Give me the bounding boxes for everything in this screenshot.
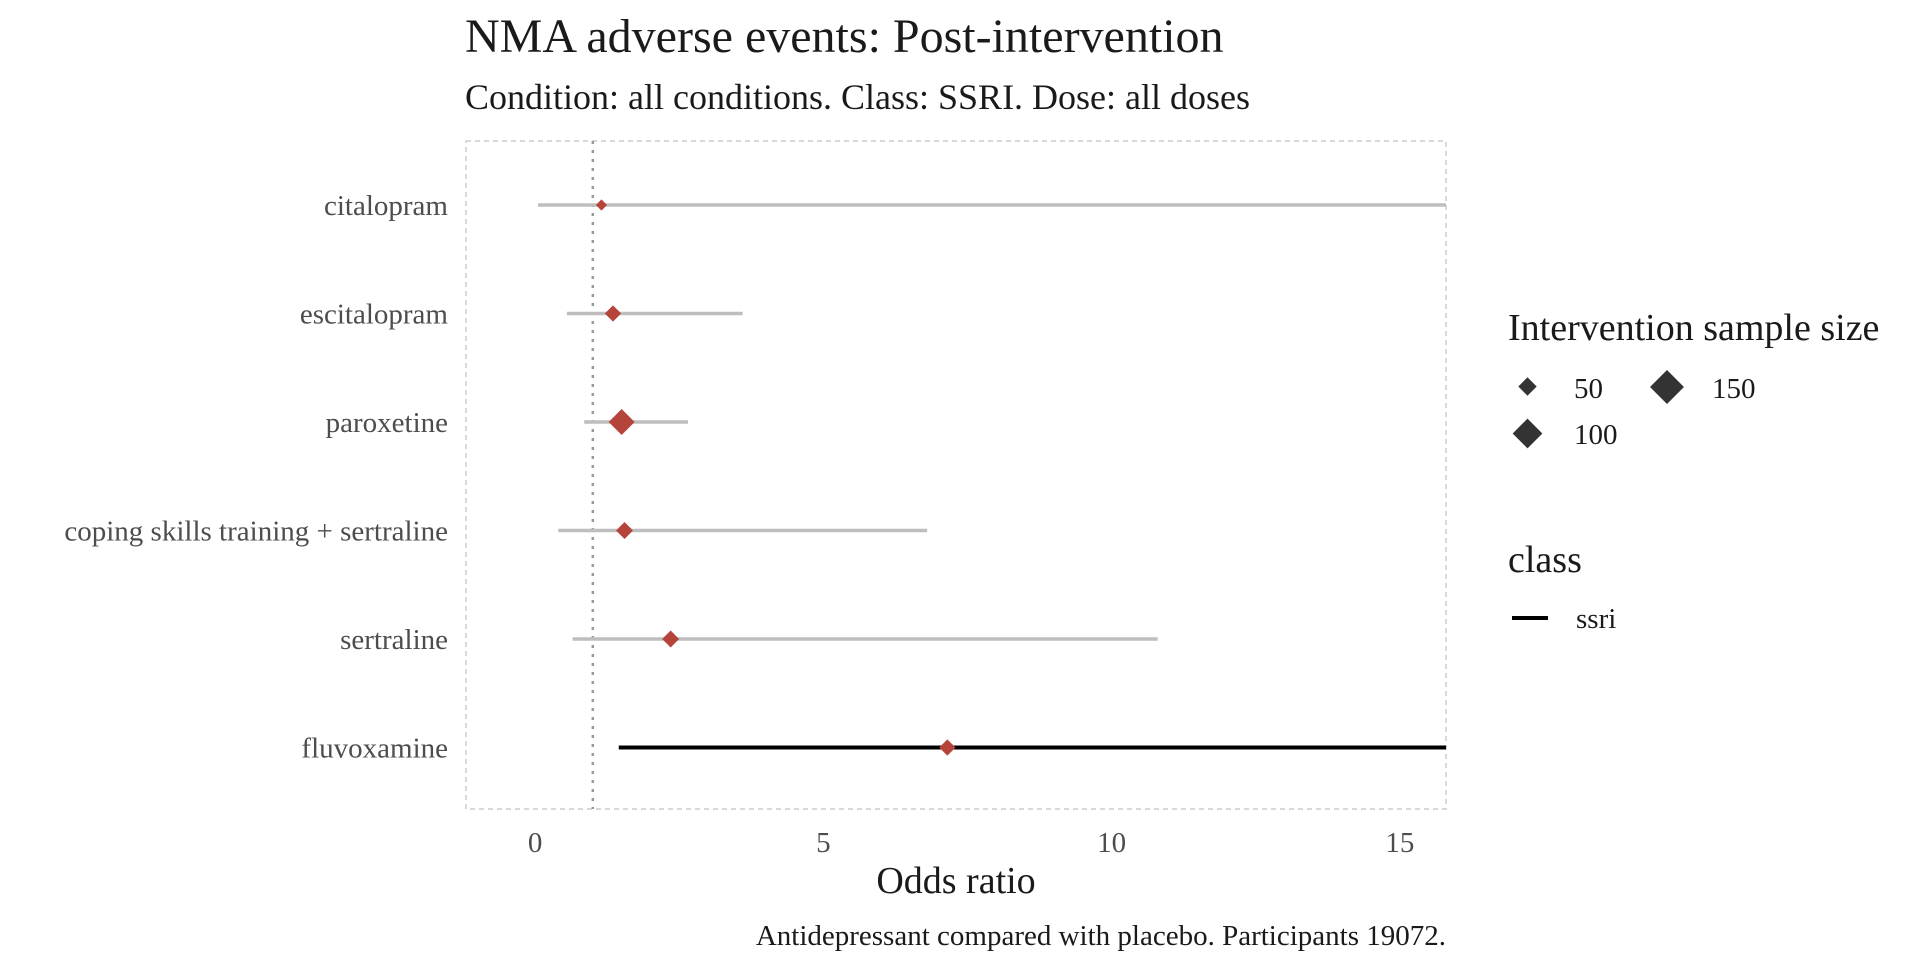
chart-caption: Antidepressant compared with placebo. Pa…: [756, 920, 1446, 952]
point-fluvoxamine: [939, 739, 956, 756]
legend-size-key-100: [1512, 418, 1543, 449]
x-tick-0: 0: [528, 827, 543, 859]
point-escitalopram: [604, 305, 622, 322]
row-label-fluvoxamine: fluvoxamine: [301, 733, 448, 765]
row-label-escitalopram: escitalopram: [300, 299, 449, 331]
x-axis-title: Odds ratio: [876, 860, 1035, 902]
row-paroxetine: paroxetine: [326, 407, 688, 439]
row-escitalopram: escitalopram: [300, 299, 743, 331]
legend-size-key-50: [1518, 377, 1537, 396]
legend: Intervention sample size 50 100 150 clas…: [1508, 307, 1879, 635]
point-sertraline: [662, 630, 680, 648]
row-fluvoxamine: fluvoxamine: [301, 733, 1446, 765]
point-citalopram: [595, 199, 608, 211]
panel-border: [465, 140, 1447, 810]
plot-rows: citalopram escitalopram paroxetine coping s…: [64, 190, 1446, 765]
row-label-citalopram: citalopram: [324, 190, 448, 222]
point-coping-skills-training-sertraline: [616, 522, 634, 539]
row-coping-skills-training-sertraline: coping skills training + sertraline: [64, 516, 928, 548]
row-label-sertraline: sertraline: [340, 624, 448, 656]
chart-subtitle: Condition: all conditions. Class: SSRI. …: [465, 77, 1250, 117]
x-axis-ticks: 0 5 10 15: [528, 827, 1414, 859]
chart-title: NMA adverse events: Post-intervention: [465, 10, 1224, 63]
row-label-coping-skills-training-sertraline: coping skills training + sertraline: [64, 516, 448, 548]
x-tick-15: 15: [1385, 827, 1414, 859]
row-citalopram: citalopram: [324, 190, 1446, 222]
point-paroxetine: [608, 408, 635, 435]
legend-size-title: Intervention sample size: [1508, 307, 1879, 349]
legend-class-title: class: [1508, 539, 1582, 581]
legend-size-label-150: 150: [1712, 373, 1756, 405]
x-tick-10: 10: [1097, 827, 1126, 859]
legend-size-label-50: 50: [1574, 373, 1603, 405]
legend-size-key-150: [1650, 370, 1684, 404]
row-label-paroxetine: paroxetine: [326, 407, 448, 439]
x-tick-5: 5: [816, 827, 831, 859]
legend-size-label-100: 100: [1574, 419, 1618, 451]
row-sertraline: sertraline: [340, 624, 1158, 656]
legend-class-label-ssri: ssri: [1576, 603, 1616, 635]
